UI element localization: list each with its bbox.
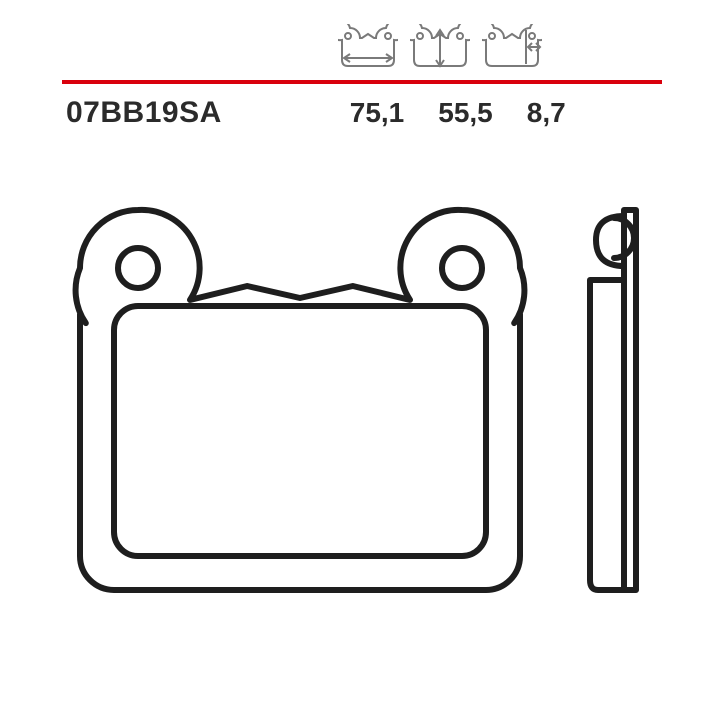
brake-pad-diagram — [60, 190, 664, 620]
mount-hole-left — [118, 248, 158, 288]
divider-line — [62, 80, 662, 84]
figure-canvas: 07BB19SA 75,1 55,5 8,7 — [0, 0, 724, 724]
dimension-thickness: 8,7 — [527, 97, 566, 129]
brake-pad-svg — [60, 190, 664, 620]
dimension-icon — [338, 24, 398, 70]
dimension-icon — [410, 24, 470, 70]
part-number: 07BB19SA — [66, 96, 222, 130]
dimension-icon — [482, 24, 542, 70]
spec-row: 07BB19SA 75,1 55,5 8,7 — [66, 96, 724, 130]
dimension-width: 75,1 — [350, 97, 405, 129]
dimension-height: 55,5 — [438, 97, 493, 129]
dimension-icons-row — [338, 24, 542, 70]
mount-hole-right — [442, 248, 482, 288]
dimensions-group: 75,1 55,5 8,7 — [350, 97, 566, 129]
